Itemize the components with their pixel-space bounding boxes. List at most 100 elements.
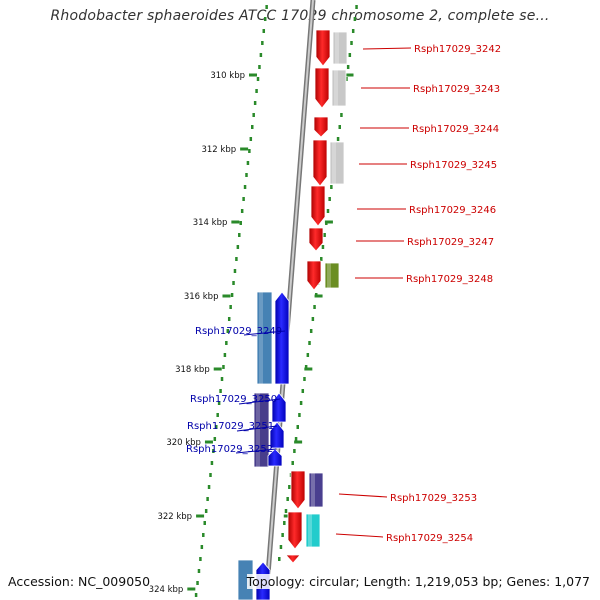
reverse-gene-label: Rsph17029_3249 bbox=[195, 326, 282, 337]
forward-gene-arrow bbox=[313, 116, 329, 138]
ruler-dot bbox=[219, 389, 222, 393]
ruler-dot bbox=[291, 461, 294, 465]
ruler-dot bbox=[202, 533, 205, 537]
tick-label: 316 kbp bbox=[184, 292, 219, 302]
ruler-dot bbox=[194, 593, 198, 597]
ruler-dot bbox=[288, 485, 291, 489]
forward-gene-arrow bbox=[285, 554, 301, 564]
ruler-dot bbox=[298, 413, 301, 417]
ruler-dot bbox=[281, 533, 284, 537]
ruler-dot bbox=[345, 77, 348, 81]
ruler-dot bbox=[225, 341, 228, 345]
forward-gene-arrow bbox=[315, 29, 331, 67]
ruler-dot bbox=[236, 245, 240, 249]
partner-features bbox=[237, 31, 348, 600]
gene-label-leader bbox=[338, 493, 388, 498]
forward-partner-feature bbox=[331, 69, 347, 107]
reverse-gene-label: Rsph17029_3250 bbox=[190, 394, 277, 405]
forward-partner-feature bbox=[329, 141, 345, 185]
ruler-dot bbox=[220, 377, 224, 381]
ruler-dot bbox=[330, 185, 333, 189]
reverse-gene-arrow bbox=[269, 421, 285, 449]
ruler-dot bbox=[243, 185, 247, 189]
ruler-dot bbox=[199, 557, 202, 561]
ruler-tick bbox=[231, 220, 240, 224]
gene-label-leader bbox=[362, 47, 412, 50]
ruler-dot bbox=[351, 29, 355, 33]
ruler-dot bbox=[233, 269, 237, 273]
ruler-dot bbox=[213, 437, 217, 441]
ruler-dot bbox=[306, 353, 310, 357]
ruler-dot bbox=[200, 545, 204, 549]
tick-label: 320 kbp bbox=[166, 438, 201, 448]
ruler-dot bbox=[279, 545, 283, 549]
partner-highlight bbox=[332, 142, 336, 184]
forward-partner-feature bbox=[308, 472, 324, 508]
ruler-dot bbox=[197, 569, 201, 573]
ruler-tick bbox=[213, 367, 222, 371]
ruler-dot bbox=[248, 149, 251, 153]
ruler-dot bbox=[206, 497, 209, 501]
ruler-dot bbox=[326, 209, 330, 213]
ruler-dot bbox=[217, 401, 221, 405]
ruler-dot bbox=[230, 293, 234, 297]
ruler-dot bbox=[286, 497, 289, 501]
reverse-partner-feature bbox=[256, 291, 273, 385]
ruler-dot bbox=[308, 341, 311, 345]
ruler-dot bbox=[278, 557, 281, 561]
forward-gene-label: Rsph17029_3246 bbox=[409, 205, 496, 216]
forward-gene-arrow bbox=[306, 260, 322, 291]
ruler-dot bbox=[229, 305, 232, 309]
ruler-dot bbox=[301, 389, 305, 393]
ruler-dot bbox=[284, 509, 288, 513]
ruler-dot bbox=[262, 29, 266, 33]
ruler-tick bbox=[187, 587, 196, 591]
ruler-dot bbox=[226, 329, 230, 333]
ruler-dot bbox=[204, 509, 208, 513]
forward-gene-label: Rsph17029_3243 bbox=[413, 84, 500, 95]
tick-label: 310 kbp bbox=[210, 71, 245, 81]
forward-gene-arrow bbox=[314, 67, 330, 109]
ruler-tick bbox=[304, 367, 313, 371]
partner-highlight bbox=[335, 32, 339, 64]
forward-gene-label: Rsph17029_3242 bbox=[414, 44, 501, 55]
ruler-dot bbox=[299, 401, 303, 405]
ruler-dot bbox=[256, 77, 260, 81]
ruler-dot bbox=[293, 449, 296, 453]
forward-gene-label: Rsph17029_3247 bbox=[407, 237, 494, 248]
ruler-dot bbox=[311, 317, 315, 321]
ruler-dot bbox=[336, 137, 340, 141]
partner-highlight bbox=[256, 393, 260, 467]
ruler-dot bbox=[203, 521, 206, 525]
ruler-dot bbox=[255, 89, 258, 93]
tick-label: 318 kbp bbox=[175, 365, 210, 375]
ruler-dot bbox=[261, 41, 264, 45]
ruler-dot bbox=[209, 473, 212, 477]
reverse-gene-label: Rsph17029_3251 bbox=[187, 421, 274, 432]
ruler-dot bbox=[350, 41, 353, 45]
genome-summary: Topology: circular; Length: 1,219,053 bp… bbox=[246, 574, 590, 589]
ruler-dot bbox=[259, 53, 263, 57]
forward-gene-arrow bbox=[312, 139, 328, 187]
ruler-dot bbox=[304, 365, 308, 369]
ruler-dot bbox=[227, 317, 231, 321]
backbone-strand bbox=[263, 0, 316, 600]
reverse-gene-arrow bbox=[267, 448, 283, 467]
ruler-dot bbox=[296, 425, 299, 429]
ruler-dot bbox=[215, 425, 218, 429]
gene-label-leader bbox=[243, 330, 286, 336]
partner-highlight bbox=[259, 292, 263, 384]
gene-label-leader bbox=[235, 448, 277, 454]
ruler-dot bbox=[235, 257, 238, 261]
ruler-dot bbox=[212, 449, 215, 453]
partner-highlight bbox=[334, 70, 338, 106]
ruler-tick bbox=[249, 73, 257, 77]
ruler-dot bbox=[353, 17, 357, 21]
gene-label-leader bbox=[236, 425, 278, 432]
ruler-dot bbox=[240, 209, 244, 213]
tick-label: 324 kbp bbox=[149, 585, 184, 595]
gene-label-leader bbox=[335, 533, 384, 538]
ruler-tick bbox=[294, 440, 303, 444]
ruler-dot bbox=[340, 113, 343, 117]
